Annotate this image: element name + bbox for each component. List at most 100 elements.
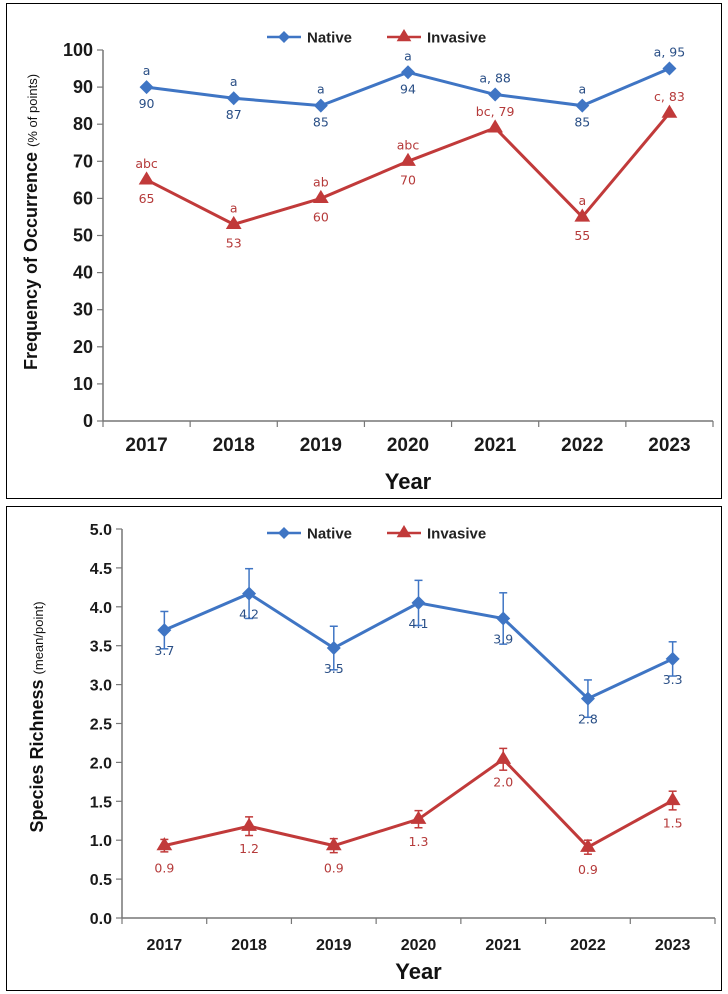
x-axis-title: Year bbox=[385, 469, 432, 494]
y-tick-label: 0 bbox=[83, 411, 93, 431]
data-label: 55 bbox=[574, 228, 590, 243]
significance-letter: a bbox=[143, 63, 151, 78]
significance-letter: a bbox=[317, 82, 325, 97]
data-point-invasive bbox=[225, 215, 242, 229]
y-axis-title-main: Species Richness bbox=[27, 674, 47, 832]
data-point-native bbox=[488, 87, 503, 102]
y-tick-label: 60 bbox=[73, 188, 93, 208]
x-tick-label: 2019 bbox=[300, 435, 342, 456]
y-tick-label: 30 bbox=[73, 300, 93, 320]
y-tick-label: 90 bbox=[73, 77, 93, 97]
data-label: 4.1 bbox=[409, 616, 429, 631]
richness-chart: 0.0 0.5 1.0 1.5 2.0 2.5 3.0 3.5 4.0 4.5 5.0 2017 201… bbox=[27, 522, 716, 984]
data-point-native bbox=[242, 586, 257, 601]
data-point-invasive bbox=[574, 208, 591, 222]
x-axis-title: Year bbox=[395, 959, 442, 984]
data-point-native bbox=[326, 641, 341, 656]
legend-label-invasive: Invasive bbox=[427, 30, 486, 47]
data-label: a, 88 bbox=[479, 71, 511, 86]
data-label: 85 bbox=[574, 115, 590, 130]
x-tick-label: 2018 bbox=[213, 435, 255, 456]
data-label: a, 95 bbox=[654, 45, 686, 60]
data-label: bc, 79 bbox=[476, 104, 515, 119]
x-tick-label: 2023 bbox=[655, 937, 691, 954]
y-tick-label: 3.5 bbox=[90, 639, 112, 656]
data-point-invasive bbox=[487, 119, 504, 133]
data-point-native bbox=[313, 98, 328, 113]
data-label: 85 bbox=[313, 115, 329, 130]
x-tick-label: 2022 bbox=[570, 937, 606, 954]
data-point-native bbox=[226, 91, 241, 106]
x-tick-label: 2021 bbox=[474, 435, 517, 456]
x-tick-label: 2017 bbox=[147, 937, 183, 954]
data-point-native bbox=[665, 651, 680, 666]
data-point-invasive bbox=[495, 750, 512, 764]
y-axis-title: Species Richness (mean/point) bbox=[27, 601, 47, 832]
data-label: 1.2 bbox=[239, 841, 259, 856]
data-point-native bbox=[139, 80, 154, 95]
data-point-invasive bbox=[325, 837, 342, 851]
y-tick-label: 4.0 bbox=[90, 600, 112, 617]
y-tick-label: 100 bbox=[63, 40, 93, 60]
data-label: 0.9 bbox=[578, 862, 598, 877]
significance-letter: a bbox=[230, 200, 238, 215]
frequency-chart: 0 10 20 30 40 50 60 70 80 90 100 2017 2018 2019 2020 20… bbox=[21, 29, 714, 494]
data-label: 65 bbox=[139, 191, 155, 206]
significance-letter: ab bbox=[313, 174, 329, 189]
data-label: 70 bbox=[400, 172, 416, 187]
y-tick-label: 50 bbox=[73, 226, 93, 246]
data-label: 0.9 bbox=[324, 861, 344, 876]
significance-letter: abc bbox=[397, 137, 420, 152]
data-point-invasive bbox=[241, 817, 257, 831]
x-tick-label: 2018 bbox=[231, 937, 267, 954]
y-tick-label: 0.5 bbox=[90, 872, 112, 889]
data-label: 2.0 bbox=[493, 774, 513, 789]
data-point-invasive bbox=[664, 792, 681, 806]
y-tick-label: 20 bbox=[73, 337, 93, 357]
y-tick-label: 2.5 bbox=[90, 717, 112, 734]
data-label: 90 bbox=[139, 96, 155, 111]
data-label: 3.3 bbox=[663, 672, 683, 687]
data-point-invasive bbox=[661, 104, 678, 118]
data-point-invasive bbox=[400, 152, 416, 166]
data-point-native bbox=[157, 623, 172, 638]
data-label: c, 83 bbox=[654, 89, 685, 104]
data-label: 3.7 bbox=[154, 643, 174, 658]
data-point-invasive bbox=[312, 189, 329, 204]
data-label: 3.5 bbox=[324, 661, 344, 676]
data-point-native bbox=[662, 61, 677, 76]
significance-letter: a bbox=[578, 82, 586, 97]
x-tick-label: 2022 bbox=[561, 435, 603, 456]
significance-letter: a bbox=[404, 48, 412, 63]
x-tick-label: 2017 bbox=[125, 435, 167, 456]
data-label: 60 bbox=[313, 209, 329, 224]
y-tick-label: 0.0 bbox=[90, 911, 112, 928]
data-label: 1.3 bbox=[409, 834, 429, 849]
y-axis-title-main: Frequency of Occurrence bbox=[21, 147, 41, 370]
y-tick-label: 40 bbox=[73, 263, 93, 283]
data-label: 53 bbox=[226, 235, 242, 250]
y-tick-label: 80 bbox=[73, 114, 93, 134]
data-label: 94 bbox=[400, 81, 416, 96]
legend-label-native: Native bbox=[307, 526, 352, 543]
y-tick-label: 1.5 bbox=[90, 794, 112, 811]
data-label: 4.2 bbox=[239, 607, 259, 622]
x-tick-label: 2021 bbox=[485, 937, 521, 954]
data-point-native bbox=[580, 691, 595, 706]
data-point-invasive bbox=[156, 837, 173, 851]
data-label: 1.5 bbox=[663, 816, 683, 831]
y-tick-label: 2.0 bbox=[90, 755, 112, 772]
y-axis-title-unit: (% of points) bbox=[25, 74, 40, 147]
x-tick-label: 2019 bbox=[316, 937, 352, 954]
y-tick-label: 1.0 bbox=[90, 833, 112, 850]
significance-letter: abc bbox=[135, 156, 158, 171]
frequency-chart-panel: 0 10 20 30 40 50 60 70 80 90 100 2017 2018 2019 2020 20… bbox=[6, 3, 722, 499]
data-point-native bbox=[411, 595, 426, 610]
x-tick-label: 2023 bbox=[648, 435, 690, 456]
significance-letter: a bbox=[230, 74, 238, 89]
legend-marker-invasive bbox=[396, 525, 412, 538]
data-label: 2.8 bbox=[578, 712, 598, 727]
y-tick-label: 10 bbox=[73, 374, 93, 394]
legend-marker-native bbox=[278, 31, 290, 43]
series-line-invasive bbox=[145, 112, 671, 226]
